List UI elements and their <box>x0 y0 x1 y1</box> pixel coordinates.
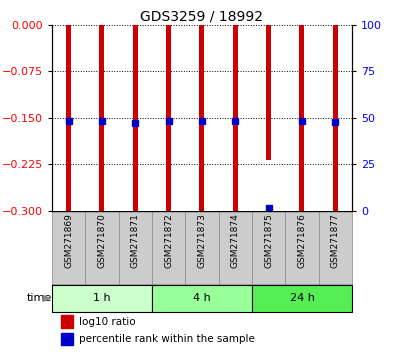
Text: 1 h: 1 h <box>93 293 111 303</box>
Text: 24 h: 24 h <box>290 293 314 303</box>
Text: 4 h: 4 h <box>193 293 211 303</box>
Bar <box>166 25 171 211</box>
Bar <box>85 211 119 285</box>
Bar <box>300 25 304 211</box>
Bar <box>133 25 138 211</box>
Bar <box>61 315 73 327</box>
Bar <box>52 211 85 285</box>
Bar <box>266 25 271 160</box>
Bar <box>319 211 352 285</box>
Bar <box>252 211 285 285</box>
Bar <box>119 211 152 285</box>
Text: GSM271873: GSM271873 <box>198 213 206 268</box>
Text: GSM271869: GSM271869 <box>64 213 73 268</box>
Bar <box>285 211 319 285</box>
Bar <box>200 25 204 211</box>
Title: GDS3259 / 18992: GDS3259 / 18992 <box>140 10 264 24</box>
Text: log10 ratio: log10 ratio <box>79 316 136 327</box>
Text: GSM271877: GSM271877 <box>331 213 340 268</box>
Bar <box>61 333 73 345</box>
Text: GSM271870: GSM271870 <box>98 213 106 268</box>
Text: GSM271875: GSM271875 <box>264 213 273 268</box>
Bar <box>66 25 71 211</box>
Bar <box>52 285 152 312</box>
Text: time: time <box>27 293 52 303</box>
Text: GSM271871: GSM271871 <box>131 213 140 268</box>
Bar <box>152 211 185 285</box>
Text: GSM271874: GSM271874 <box>231 213 240 268</box>
Bar <box>252 285 352 312</box>
Text: GSM271876: GSM271876 <box>298 213 306 268</box>
Bar <box>152 285 252 312</box>
Text: percentile rank within the sample: percentile rank within the sample <box>79 334 255 344</box>
Bar <box>219 211 252 285</box>
Bar <box>333 25 338 211</box>
Text: GSM271872: GSM271872 <box>164 213 173 268</box>
Bar <box>100 25 104 211</box>
Bar <box>185 211 219 285</box>
Bar <box>233 25 238 211</box>
